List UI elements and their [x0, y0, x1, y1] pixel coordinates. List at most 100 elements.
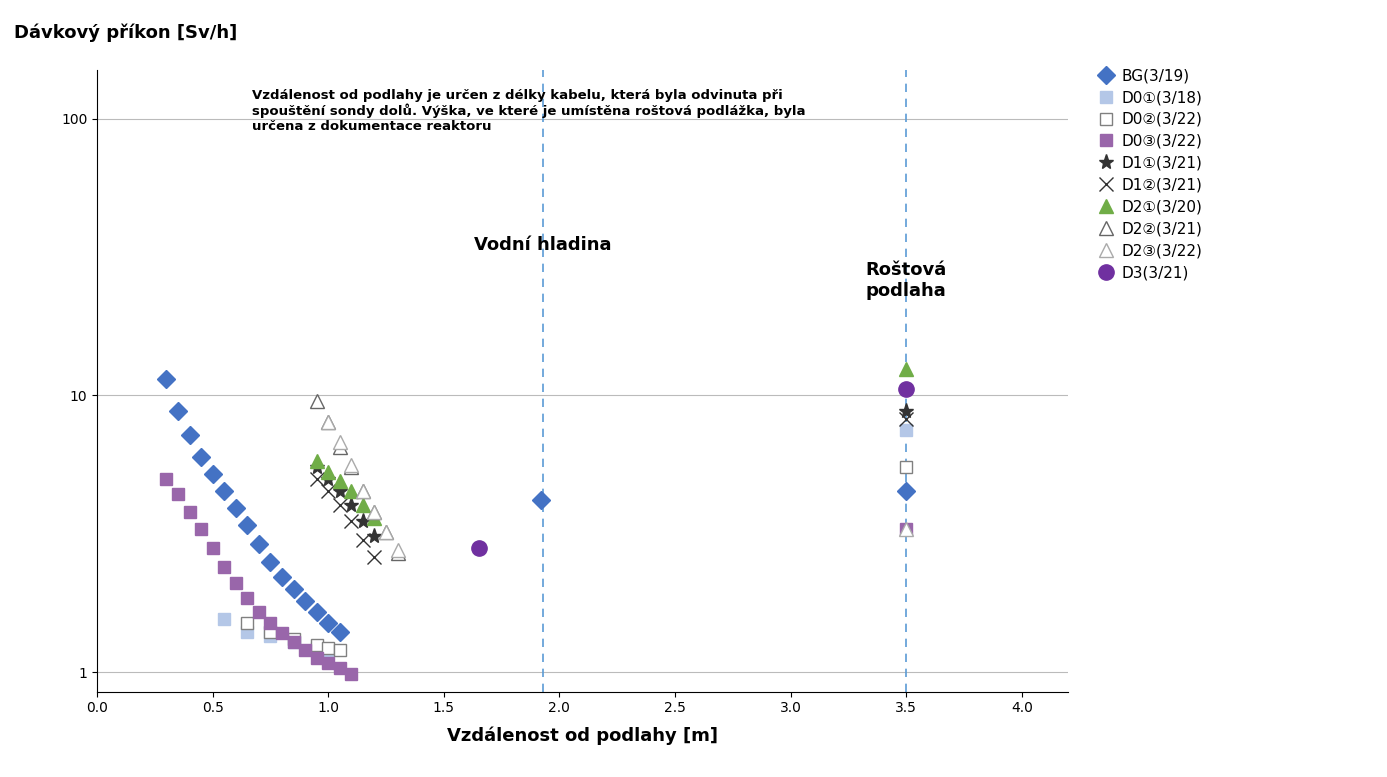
- Text: Vzdálenost od podlahy je určen z délky kabelu, která byla odvinuta při
spouštění: Vzdálenost od podlahy je určen z délky k…: [252, 89, 806, 134]
- D0③(3/22): [204, 544, 221, 553]
- D1②(3/21): [320, 486, 337, 496]
- D2②(3/21): [331, 442, 348, 451]
- D2①(3/20): [897, 364, 914, 373]
- X-axis label: Vzdálenost od podlahy [m]: Vzdálenost od podlahy [m]: [447, 726, 718, 745]
- BG(3/19): [193, 452, 209, 462]
- D0③(3/22): [216, 562, 233, 571]
- D0③(3/22): [239, 594, 255, 603]
- BG(3/19): [239, 521, 255, 530]
- Text: Roštová
podlaha: Roštová podlaha: [865, 261, 947, 300]
- D1①(3/21): [355, 517, 372, 526]
- D0①(3/18): [216, 615, 233, 624]
- Text: Vodní hladina: Vodní hladina: [474, 235, 612, 254]
- BG(3/19): [182, 430, 198, 440]
- D1②(3/21): [343, 517, 359, 526]
- D2①(3/20): [320, 467, 337, 476]
- D2②(3/21): [390, 548, 406, 557]
- BG(3/19): [204, 469, 221, 479]
- D3(3/21): [470, 544, 487, 553]
- D0③(3/22): [227, 578, 244, 587]
- Line: D2②(3/21): D2②(3/21): [309, 395, 405, 559]
- Line: D2③(3/22): D2③(3/22): [322, 415, 913, 557]
- D0①(3/18): [897, 425, 914, 434]
- D0③(3/22): [251, 607, 268, 616]
- D2③(3/22): [390, 545, 406, 555]
- D0③(3/22): [193, 524, 209, 533]
- BG(3/19): [262, 557, 279, 566]
- D2②(3/21): [366, 507, 383, 516]
- D0②(3/22): [320, 643, 337, 653]
- BG(3/19): [158, 374, 175, 383]
- BG(3/19): [308, 607, 325, 616]
- D2①(3/20): [366, 514, 383, 523]
- BG(3/19): [216, 486, 233, 496]
- D0①(3/18): [239, 627, 255, 636]
- Text: Dávkový příkon [Sv/h]: Dávkový příkon [Sv/h]: [14, 23, 237, 42]
- D1②(3/21): [355, 535, 372, 545]
- D0③(3/22): [286, 638, 302, 647]
- Line: BG(3/19): BG(3/19): [160, 372, 913, 638]
- D2②(3/21): [343, 462, 359, 472]
- D1②(3/21): [366, 552, 383, 562]
- D1①(3/21): [308, 462, 325, 472]
- Line: D2①(3/20): D2①(3/20): [309, 361, 913, 525]
- D0③(3/22): [297, 646, 313, 655]
- D0②(3/22): [286, 634, 302, 643]
- Line: D0①(3/18): D0①(3/18): [218, 423, 913, 657]
- D0③(3/22): [169, 490, 186, 499]
- D0①(3/18): [308, 643, 325, 653]
- Line: D0②(3/22): D0②(3/22): [241, 461, 913, 657]
- D2③(3/22): [355, 486, 372, 496]
- BG(3/19): [297, 597, 313, 606]
- D1①(3/21): [343, 500, 359, 510]
- D2③(3/22): [331, 437, 348, 446]
- D1①(3/21): [331, 486, 348, 496]
- D2③(3/22): [343, 460, 359, 469]
- BG(3/19): [251, 539, 268, 549]
- D3(3/21): [897, 385, 914, 394]
- D0③(3/22): [158, 474, 175, 483]
- D0②(3/22): [239, 618, 255, 628]
- D0③(3/22): [273, 629, 290, 638]
- D0①(3/18): [320, 646, 337, 655]
- Line: D1①(3/21): D1①(3/21): [309, 403, 914, 544]
- Line: D1②(3/21): D1②(3/21): [309, 413, 913, 564]
- D0③(3/22): [343, 670, 359, 679]
- Legend: BG(3/19), D0①(3/18), D0②(3/22), D0③(3/22), D1①(3/21), D1②(3/21), D2①(3/20), D2②(: BG(3/19), D0①(3/18), D0②(3/22), D0③(3/22…: [1096, 65, 1205, 283]
- D0②(3/22): [308, 640, 325, 650]
- D2③(3/22): [320, 417, 337, 427]
- D2②(3/21): [308, 397, 325, 406]
- D1①(3/21): [320, 474, 337, 483]
- Line: D3(3/21): D3(3/21): [470, 382, 914, 556]
- D0①(3/18): [286, 638, 302, 647]
- D0③(3/22): [897, 524, 914, 533]
- D1①(3/21): [366, 531, 383, 541]
- BG(3/19): [227, 503, 244, 513]
- D0②(3/22): [331, 646, 348, 655]
- D0②(3/22): [262, 627, 279, 636]
- D0①(3/18): [262, 631, 279, 640]
- D2①(3/20): [355, 500, 372, 510]
- Line: D0③(3/22): D0③(3/22): [160, 472, 913, 681]
- BG(3/19): [331, 627, 348, 636]
- D1①(3/21): [897, 406, 914, 416]
- D2①(3/20): [331, 476, 348, 486]
- D2③(3/22): [377, 528, 394, 537]
- BG(3/19): [533, 495, 549, 504]
- D0③(3/22): [308, 653, 325, 663]
- BG(3/19): [169, 406, 186, 416]
- D2②(3/21): [355, 486, 372, 496]
- D0③(3/22): [320, 658, 337, 667]
- BG(3/19): [897, 486, 914, 496]
- D0②(3/22): [897, 462, 914, 472]
- D1②(3/21): [308, 474, 325, 483]
- BG(3/19): [320, 618, 337, 628]
- D2①(3/20): [308, 456, 325, 465]
- D2③(3/22): [366, 507, 383, 516]
- D1②(3/21): [897, 414, 914, 423]
- D0③(3/22): [182, 507, 198, 516]
- D1②(3/21): [331, 500, 348, 510]
- D0③(3/22): [331, 664, 348, 673]
- BG(3/19): [286, 584, 302, 594]
- BG(3/19): [273, 573, 290, 582]
